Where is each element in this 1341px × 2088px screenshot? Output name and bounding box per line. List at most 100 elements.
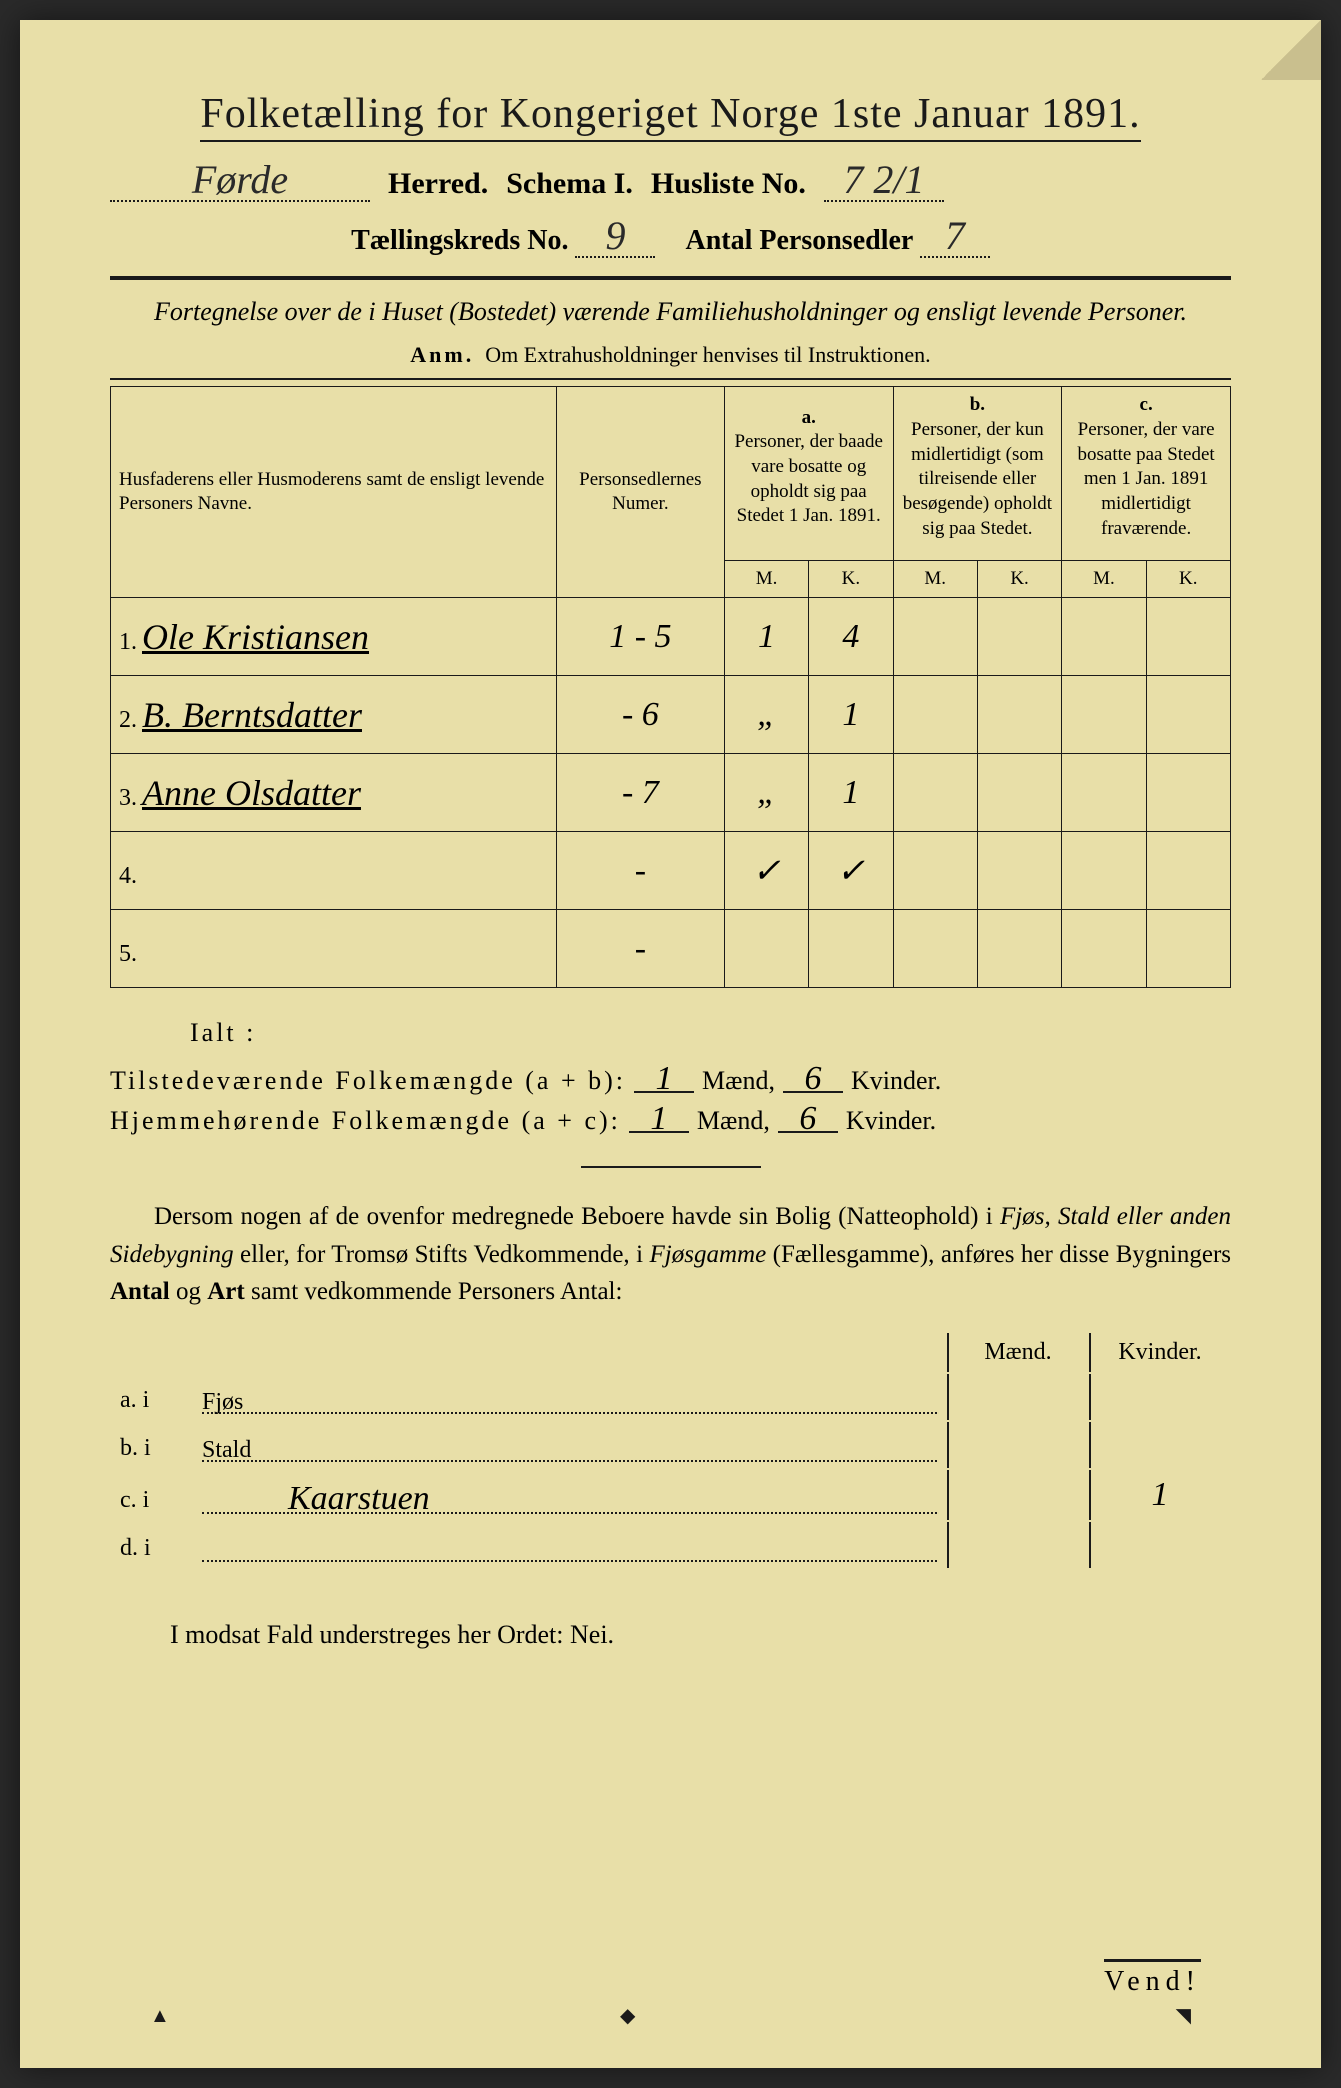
kvinder-header: Kvinder. <box>1089 1333 1229 1372</box>
kvinder-label: Kvinder. <box>851 1066 941 1096</box>
c-m-cell <box>1062 754 1146 832</box>
numer-cell: - 7 <box>556 754 724 832</box>
c-k-cell <box>1146 676 1230 754</box>
anm-label: Anm. <box>410 342 474 367</box>
b-m-cell <box>893 910 977 988</box>
maend-label: Mænd, <box>697 1106 770 1136</box>
building-row: a. i Fjøs <box>112 1374 1229 1420</box>
personsedler-label: Antal Personsedler <box>685 225 912 256</box>
divider <box>110 378 1231 380</box>
c-k-cell <box>1146 832 1230 910</box>
herred-value: Førde <box>110 160 370 202</box>
building-paragraph: Dersom nogen af de ovenfor medregnede Be… <box>110 1198 1231 1311</box>
totals-line1-kvinder: 6 <box>783 1067 843 1093</box>
short-divider <box>581 1166 761 1168</box>
name-cell: 5. <box>111 910 557 988</box>
row-kvinder <box>1089 1374 1229 1420</box>
building-row: c. i Kaarstuen 1 <box>112 1470 1229 1520</box>
k-label: K. <box>1146 560 1230 598</box>
schema-label: Schema I. <box>506 167 633 201</box>
numer-cell: - <box>556 832 724 910</box>
main-title: Folketælling for Kongeriget Norge 1ste J… <box>200 90 1140 142</box>
col-names-header: Husfaderens eller Husmoderens samt de en… <box>111 387 557 598</box>
b-m-cell <box>893 754 977 832</box>
c-m-cell <box>1062 598 1146 676</box>
totals-present: Tilstedeværende Folkemængde (a + b): 1 M… <box>110 1066 1231 1096</box>
col-a-header: a. Personer, der baade vare bosatte og o… <box>724 387 893 548</box>
totals-line2-maend: 1 <box>629 1107 689 1133</box>
a-k-cell: ✓ <box>809 832 893 910</box>
anm-text: Om Extrahusholdninger henvises til Instr… <box>485 342 930 367</box>
b-m-cell <box>893 676 977 754</box>
row-maend <box>947 1470 1087 1520</box>
building-table: Mænd. Kvinder. a. i Fjøs b. i Stald c. i… <box>110 1331 1231 1570</box>
row-maend <box>947 1374 1087 1420</box>
vend-label: Vend! <box>1104 1959 1201 1998</box>
a-k-cell: 1 <box>809 754 893 832</box>
col-b-header: b. Personer, der kun midlertidigt (som t… <box>893 387 1062 548</box>
name-cell: 2. B. Berntsdatter <box>111 676 557 754</box>
mark-icon: ◆ <box>620 2003 635 2028</box>
row-kvinder: 1 <box>1089 1470 1229 1520</box>
k-label: K. <box>977 560 1061 598</box>
a-m-cell: 1 <box>724 598 808 676</box>
table-row: 1. Ole Kristiansen 1 - 5 1 4 <box>111 598 1231 676</box>
a-m-cell: „ <box>724 676 808 754</box>
main-table: Husfaderens eller Husmoderens samt de en… <box>110 386 1231 988</box>
husliste-label: Husliste No. <box>651 167 806 201</box>
bottom-instruction: I modsat Fald understreges her Ordet: Ne… <box>170 1620 1231 1650</box>
b-m-cell <box>893 598 977 676</box>
m-label: M. <box>724 560 808 598</box>
mark-icon: ▲ <box>150 2005 170 2028</box>
row-type <box>194 1522 945 1568</box>
table-row: 5. - <box>111 910 1231 988</box>
kreds-label: Tællingskreds No. <box>351 225 568 256</box>
b-k-cell <box>977 910 1061 988</box>
b-k-cell <box>977 676 1061 754</box>
name-cell: 3. Anne Olsdatter <box>111 754 557 832</box>
a-k-cell: 1 <box>809 676 893 754</box>
kvinder-label: Kvinder. <box>846 1106 936 1136</box>
b-m-cell <box>893 832 977 910</box>
row-label: b. i <box>112 1422 192 1468</box>
k-label: K. <box>809 560 893 598</box>
ialt-label: Ialt : <box>190 1018 1231 1048</box>
personsedler-value: 7 <box>920 216 990 258</box>
b-k-cell <box>977 754 1061 832</box>
name-cell: 4. <box>111 832 557 910</box>
building-row: b. i Stald <box>112 1422 1229 1468</box>
numer-cell: - <box>556 910 724 988</box>
row-label: a. i <box>112 1374 192 1420</box>
col-c-header: c. Personer, der vare bosatte paa Stedet… <box>1062 387 1231 548</box>
header-line-3: Tællingskreds No. 9 Antal Personsedler 7 <box>110 216 1231 258</box>
row-maend <box>947 1422 1087 1468</box>
kreds-value: 9 <box>575 216 655 258</box>
row-type: Stald <box>194 1422 945 1468</box>
m-label: M. <box>1062 560 1146 598</box>
table-row: 4. - ✓ ✓ <box>111 832 1231 910</box>
husliste-value: 7 2/1 <box>824 160 944 202</box>
maend-label: Mænd, <box>702 1066 775 1096</box>
row-type: Fjøs <box>194 1374 945 1420</box>
maend-header: Mænd. <box>947 1333 1087 1372</box>
form-header: Folketælling for Kongeriget Norge 1ste J… <box>110 90 1231 142</box>
totals-line1-maend: 1 <box>634 1067 694 1093</box>
name-cell: 1. Ole Kristiansen <box>111 598 557 676</box>
row-label: d. i <box>112 1522 192 1568</box>
numer-cell: - 6 <box>556 676 724 754</box>
c-k-cell <box>1146 910 1230 988</box>
header-line-2: Førde Herred. Schema I. Husliste No. 7 2… <box>110 160 1231 202</box>
totals-line2-label: Hjemmehørende Folkemængde (a + c): <box>110 1106 621 1136</box>
c-m-cell <box>1062 910 1146 988</box>
row-kvinder <box>1089 1522 1229 1568</box>
a-m-cell: „ <box>724 754 808 832</box>
row-kvinder <box>1089 1422 1229 1468</box>
totals-line1-label: Tilstedeværende Folkemængde (a + b): <box>110 1066 626 1096</box>
m-label: M. <box>893 560 977 598</box>
b-k-cell <box>977 832 1061 910</box>
c-m-cell <box>1062 676 1146 754</box>
census-form-page: Folketælling for Kongeriget Norge 1ste J… <box>20 20 1321 2068</box>
c-k-cell <box>1146 754 1230 832</box>
row-type: Kaarstuen <box>194 1470 945 1520</box>
table-row: 3. Anne Olsdatter - 7 „ 1 <box>111 754 1231 832</box>
